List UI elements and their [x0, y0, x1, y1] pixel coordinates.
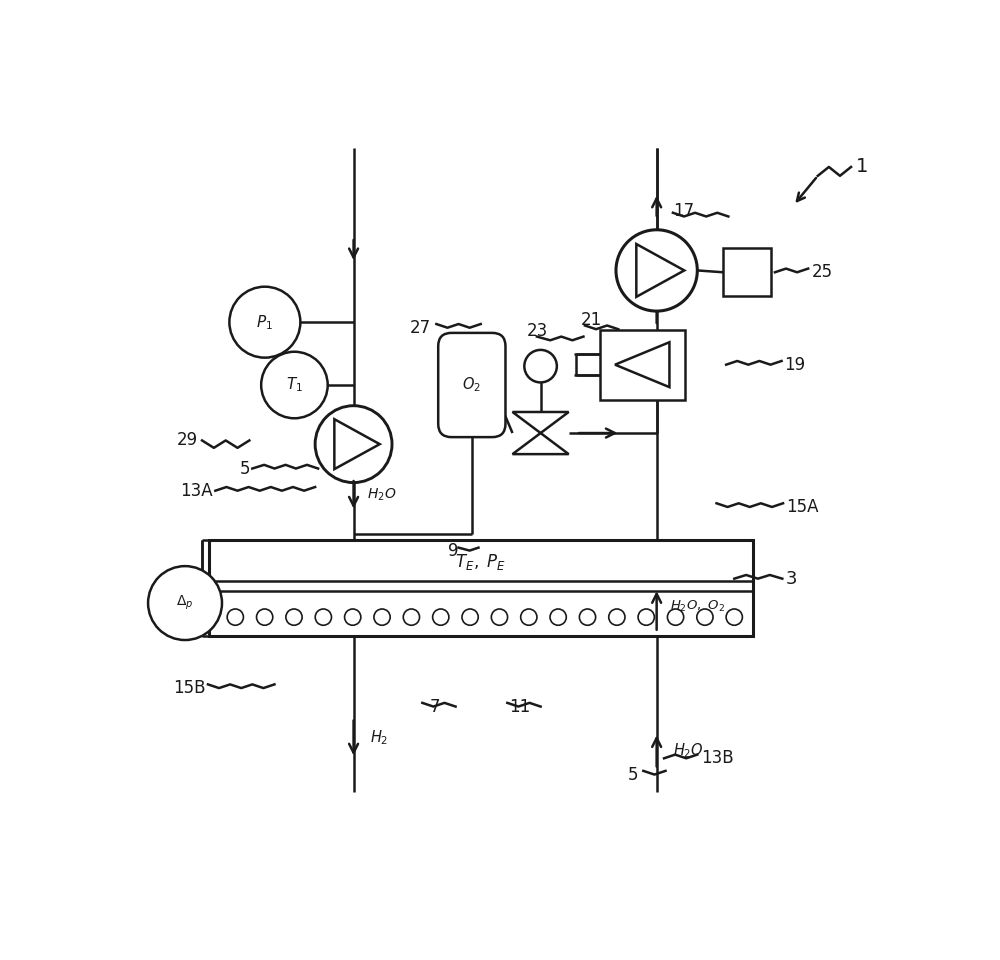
Text: 5: 5 [628, 765, 638, 783]
Text: 13A: 13A [180, 482, 213, 500]
Bar [209, 540, 753, 636]
Text: 15A: 15A [786, 498, 819, 516]
Circle shape [261, 351, 328, 419]
Text: 13B: 13B [701, 750, 734, 767]
Text: $\Delta_p$: $\Delta_p$ [176, 594, 194, 612]
Text: $T_E,\ P_E$: $T_E,\ P_E$ [455, 552, 507, 572]
Text: 17: 17 [673, 203, 694, 221]
Text: 3: 3 [786, 569, 798, 588]
Text: 1: 1 [856, 157, 869, 177]
Text: 23: 23 [526, 323, 548, 340]
Circle shape [524, 349, 557, 382]
Text: $H_2$: $H_2$ [370, 729, 388, 747]
Text: 15B: 15B [173, 679, 206, 697]
Text: 19: 19 [785, 356, 806, 373]
Text: $O_2$: $O_2$ [462, 375, 481, 395]
Text: 29: 29 [177, 431, 198, 449]
Text: 11: 11 [509, 698, 531, 715]
Text: 9: 9 [448, 541, 459, 560]
Circle shape [315, 406, 392, 483]
FancyBboxPatch shape [438, 333, 505, 437]
Circle shape [148, 566, 222, 640]
Bar [723, 249, 771, 297]
Text: $P_1$: $P_1$ [256, 313, 273, 331]
Circle shape [229, 287, 300, 358]
Text: 25: 25 [812, 263, 833, 281]
Text: 21: 21 [581, 311, 602, 329]
Text: 27: 27 [410, 319, 431, 337]
Circle shape [616, 229, 697, 311]
Bar [600, 329, 685, 399]
Text: $H_2O,\ O_2$: $H_2O,\ O_2$ [670, 599, 725, 614]
Text: $H_2O$: $H_2O$ [673, 741, 704, 760]
Text: 5: 5 [240, 460, 250, 477]
Text: $T_1$: $T_1$ [286, 375, 303, 395]
Text: 7: 7 [430, 698, 440, 715]
Text: $H_2O$: $H_2O$ [367, 487, 396, 503]
